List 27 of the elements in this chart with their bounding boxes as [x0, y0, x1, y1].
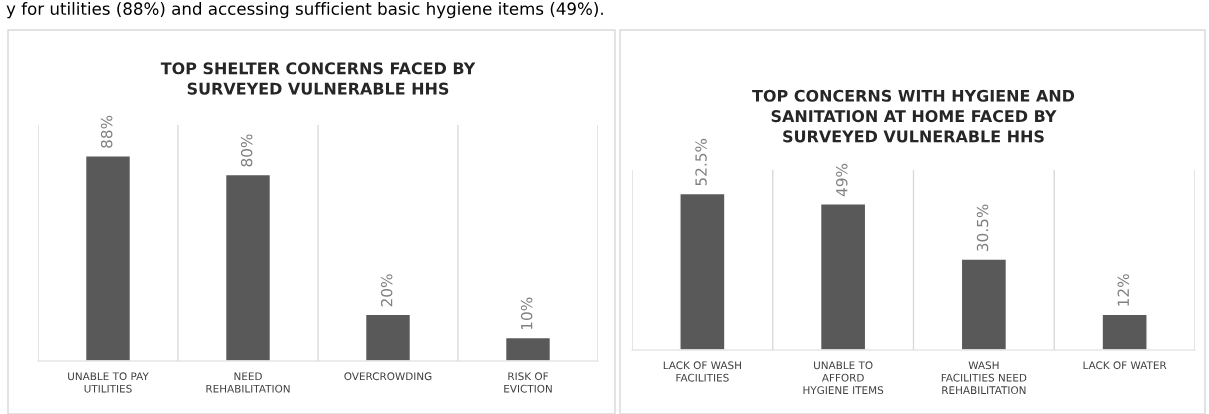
data-label: 30.5%	[976, 204, 989, 251]
data-label: 10%	[520, 297, 533, 330]
bar	[504, 336, 552, 361]
data-label: 52.5%	[695, 138, 707, 186]
x-tick-label: UNABLE TO PAY UTILITIES	[68, 372, 149, 393]
bar	[1101, 313, 1148, 350]
bar	[224, 173, 272, 361]
data-label: 88%	[100, 115, 113, 148]
chart-title: TOP SHELTER CONCERNS FACED BY SURVEYED VULNERABLE HHS	[160, 62, 476, 95]
text: y for utilities (88%) and accessing sufficient basic hygiene items (49%).	[6, 2, 603, 19]
x-tick-label: LACK OF WASH FACILITIES	[663, 361, 741, 382]
x-tick-label: RISK OF EVICTION	[504, 372, 552, 393]
bar	[819, 203, 867, 350]
x-tick-label: WASH FACILITIES NEED REHABILITATION	[941, 361, 1027, 395]
x-tick-label: OVERCROWDING	[344, 372, 432, 381]
x-tick-label: UNABLE TO AFFORD HYGIENE ITEMS	[803, 361, 884, 395]
bar	[960, 258, 1008, 350]
x-tick-label: NEED REHABILITATION	[206, 372, 290, 393]
data-label: 80%	[240, 134, 253, 167]
bar	[364, 313, 412, 361]
chart-title: TOP CONCERNS WITH HYGIENE AND SANITATION AT HOME FACED BY SURVEYED VULNERABLE HHS	[752, 89, 1075, 143]
bar	[84, 155, 132, 361]
data-label: 49%	[836, 163, 848, 197]
data-label: 12%	[1117, 274, 1130, 306]
bar	[679, 192, 726, 350]
data-label: 20%	[380, 274, 393, 307]
x-tick-label: LACK OF WATER	[1083, 361, 1167, 370]
